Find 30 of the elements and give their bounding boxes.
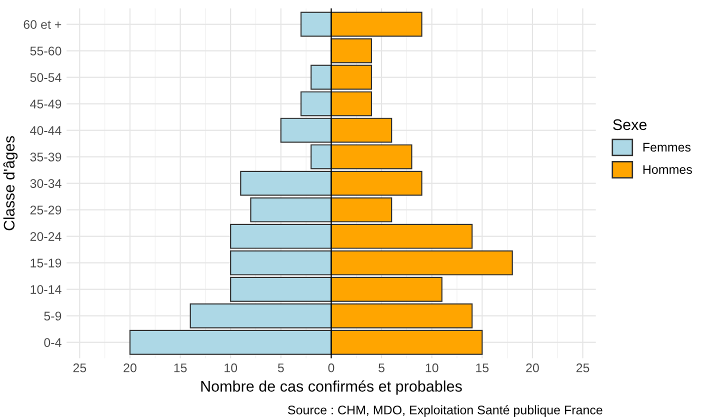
y-tick-label: 5-9 bbox=[44, 312, 62, 320]
legend-label: Femmes bbox=[643, 142, 691, 152]
x-tick-label: 5 bbox=[378, 364, 384, 372]
x-tick-label: 5 bbox=[278, 364, 284, 372]
y-tick-label: 35-39 bbox=[30, 152, 62, 162]
x-tick-label: 15 bbox=[476, 364, 489, 372]
y-tick-label: 10-14 bbox=[30, 285, 62, 294]
x-tick-label: 0 bbox=[328, 363, 334, 372]
y-tick-label: 15-19 bbox=[30, 258, 62, 268]
y-axis-title: Classe d'âges bbox=[3, 136, 18, 230]
y-tick-label: 40-44 bbox=[30, 126, 62, 135]
x-tick-label: 15 bbox=[174, 364, 187, 372]
x-tick-label: 10 bbox=[426, 363, 438, 372]
y-tick-label: 55-60 bbox=[30, 46, 62, 56]
x-tick-label: 25 bbox=[73, 363, 86, 372]
y-tick-label: 50-54 bbox=[30, 73, 62, 82]
x-axis-title: Nombre de cas confirmés et probables bbox=[201, 380, 462, 395]
y-tick-label: 60 et + bbox=[24, 20, 62, 29]
x-tick-label: 20 bbox=[124, 363, 136, 372]
x-tick-label: 10 bbox=[224, 363, 238, 372]
y-tick-label: 25-29 bbox=[30, 206, 62, 214]
source-note: Source : CHM, MDO, Exploitation Santé publique France bbox=[288, 405, 602, 417]
y-tick-label: 0-4 bbox=[44, 338, 62, 347]
legend-label: Hommes bbox=[643, 165, 692, 174]
y-tick-label: 20-24 bbox=[30, 232, 62, 241]
y-tick-label: 30-34 bbox=[30, 179, 62, 188]
x-tick-label: 20 bbox=[526, 363, 539, 372]
x-tick-label: 25 bbox=[576, 363, 590, 372]
legend-title: Sexe bbox=[613, 119, 647, 130]
y-tick-label: 45-49 bbox=[30, 100, 62, 108]
